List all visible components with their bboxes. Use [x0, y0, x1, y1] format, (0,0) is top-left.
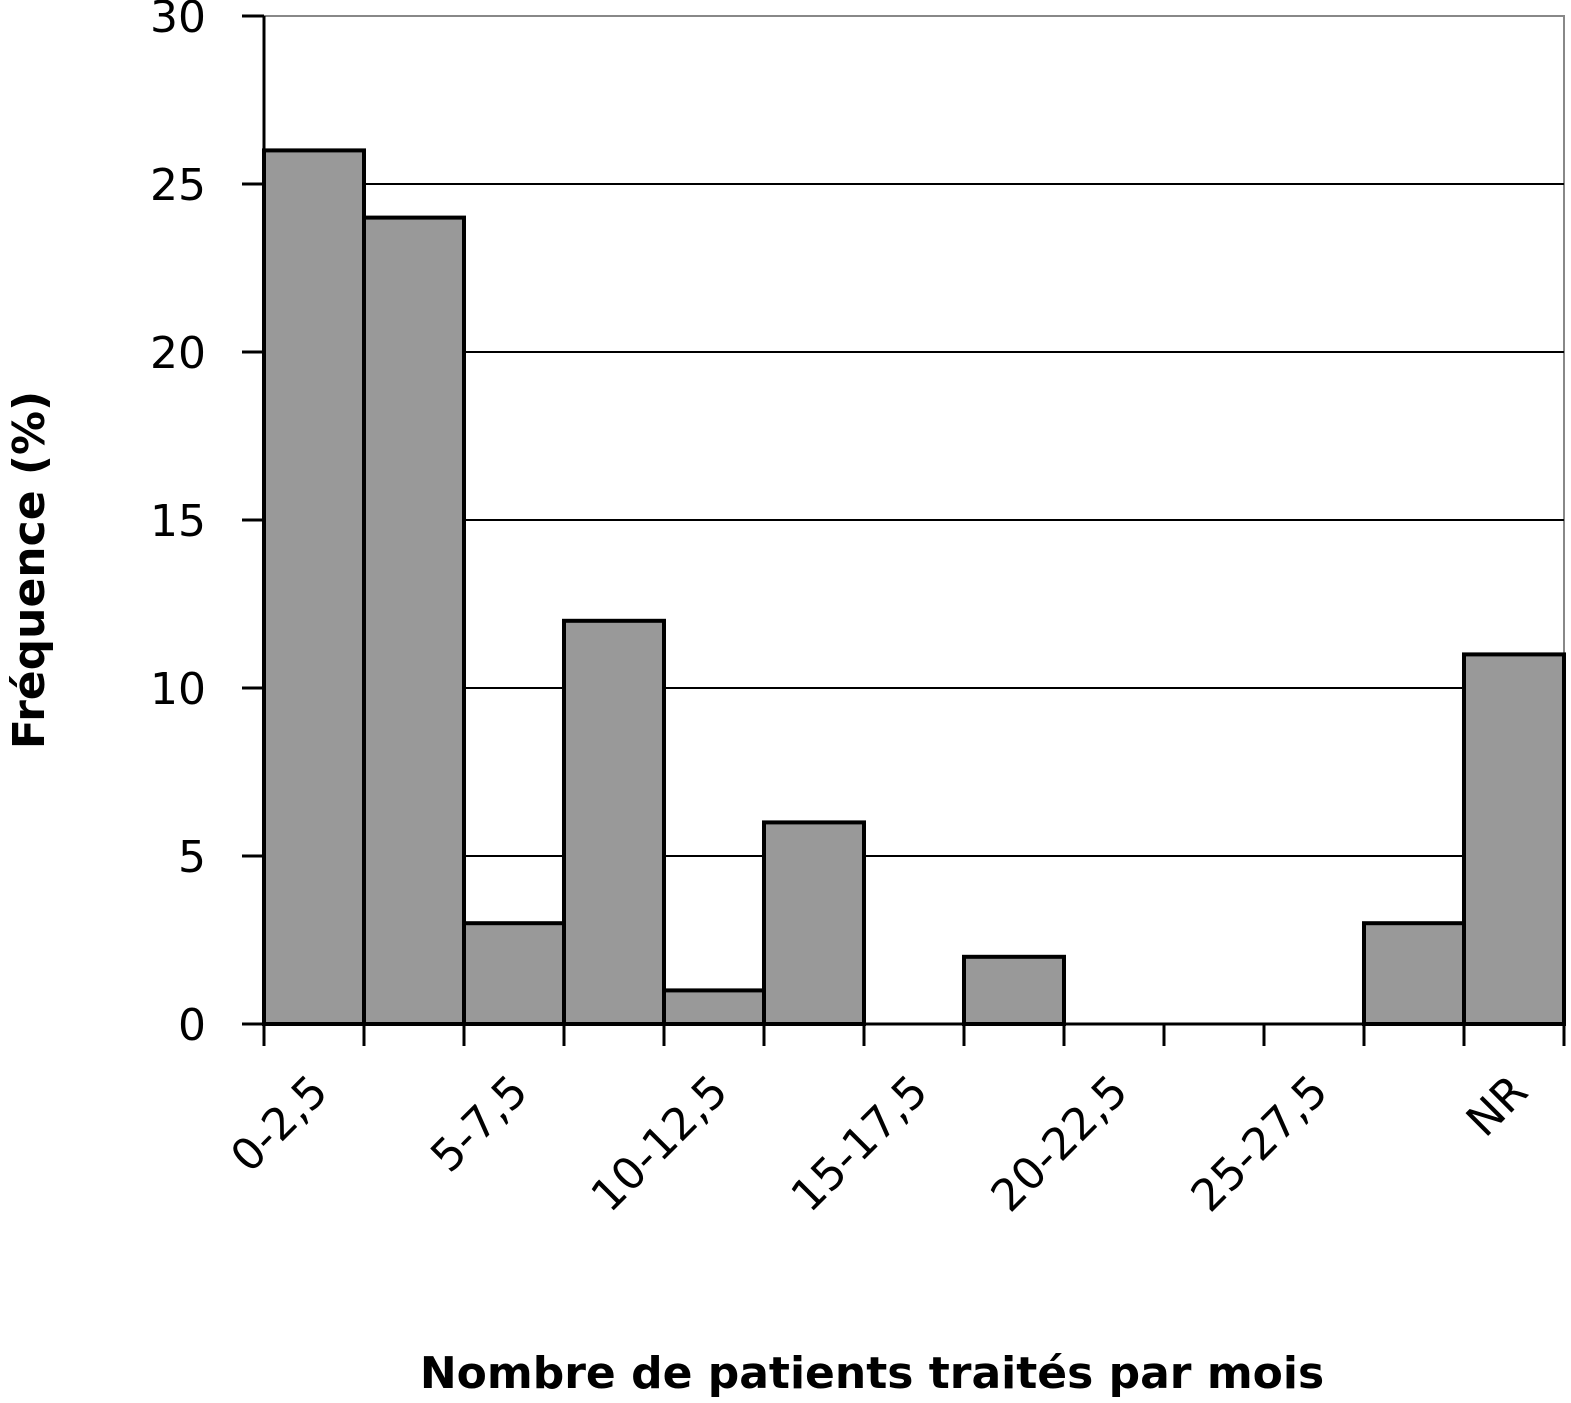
bar-NR: [1462, 652, 1566, 1027]
y-tick-label-0: 0: [178, 1000, 206, 1051]
x-tick-label-5-7,5: 5-7,5: [421, 1066, 538, 1183]
bar-5-7,5: [462, 921, 566, 1027]
y-tick-label-10: 10: [150, 664, 206, 715]
y-tick-label-30: 30: [150, 0, 206, 43]
bar-12,5-15: [762, 820, 866, 1027]
x-tick-label-20-22,5: 20-22,5: [982, 1066, 1138, 1222]
x-tick-label-10-12,5: 10-12,5: [582, 1066, 738, 1222]
bar-17,5-20: [962, 954, 1066, 1026]
y-tick-label-20: 20: [150, 328, 206, 379]
bar-7,5-10: [562, 618, 666, 1026]
bar-27,5-30: [1362, 921, 1466, 1027]
y-axis-title: Fréquence (%): [4, 391, 55, 749]
y-tick-label-15: 15: [150, 496, 206, 547]
bars: [262, 148, 1566, 1027]
x-tick-label-15-17,5: 15-17,5: [782, 1066, 938, 1222]
y-tick-label-25: 25: [150, 160, 206, 211]
bar-0-2,5: [262, 148, 366, 1026]
x-axis-title: Nombre de patients traités par mois: [420, 1348, 1324, 1399]
x-tick-label-25-27,5: 25-27,5: [1182, 1066, 1338, 1222]
y-tick-label-5: 5: [178, 832, 206, 883]
x-tick-label-NR: NR: [1457, 1066, 1538, 1147]
bar-2,5-5: [362, 215, 466, 1027]
bar-10-12,5: [662, 988, 766, 1027]
x-tick-label-0-2,5: 0-2,5: [221, 1066, 338, 1183]
axes: [242, 14, 1566, 1046]
